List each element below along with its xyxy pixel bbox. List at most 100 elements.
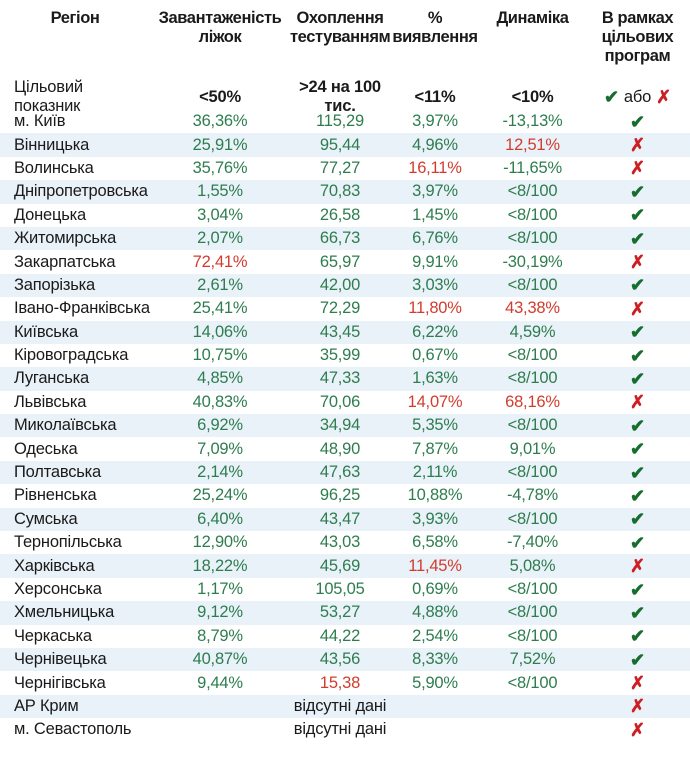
- table-row: Закарпатська 72,41% 65,97 9,91% -30,19% ✗: [0, 250, 690, 273]
- cell-beds: 8,79%: [197, 626, 243, 645]
- cell-program: ✗: [585, 557, 690, 575]
- cell-beds: 3,04%: [197, 205, 243, 224]
- region-name: Запорізька: [14, 275, 96, 294]
- region-name: Хмельницька: [14, 603, 115, 622]
- cell-detection: 3,97%: [412, 182, 458, 201]
- cell-program: ✔: [585, 206, 690, 224]
- table-row: Волинська 35,76% 77,27 16,11% -11,65% ✗: [0, 157, 690, 180]
- table-row: Київська 14,06% 43,45 6,22% 4,59% ✔: [0, 320, 690, 344]
- header-detection: % виявлення: [392, 9, 478, 46]
- cell-program: ✔: [585, 370, 690, 388]
- cross-icon: ✗: [630, 392, 645, 413]
- cell-program: ✗: [585, 697, 690, 715]
- cell-dynamics: <8/100: [507, 369, 558, 388]
- cell-program: ✔: [585, 581, 690, 599]
- region-name: м. Київ: [14, 112, 66, 131]
- cell-beds: 2,14%: [197, 463, 243, 482]
- cell-program: ✗: [585, 393, 690, 411]
- cell-beds: 9,44%: [197, 673, 243, 692]
- cell-program: ✗: [585, 300, 690, 318]
- cell-testing: 47,33: [319, 369, 361, 388]
- cell-dynamics: <8/100: [507, 626, 558, 645]
- check-icon: ✔: [630, 275, 645, 296]
- cell-beds: 25,41%: [192, 299, 248, 318]
- cell-detection: 6,76%: [412, 229, 458, 248]
- cell-testing: 35,99: [319, 346, 361, 365]
- check-icon: ✔: [630, 322, 645, 343]
- cell-detection: 4,88%: [412, 603, 458, 622]
- cell-detection: 3,93%: [412, 509, 458, 528]
- cross-icon: ✗: [630, 158, 645, 179]
- cross-icon: ✗: [656, 87, 671, 107]
- cell-detection: 2,11%: [412, 463, 458, 482]
- cell-testing: 43,45: [319, 322, 361, 341]
- check-icon: ✔: [630, 649, 645, 670]
- target-detection: <11%: [414, 87, 456, 106]
- region-name: Чернівецька: [14, 650, 107, 669]
- cell-detection: 1,45%: [412, 205, 458, 224]
- cell-detection: 3,03%: [412, 275, 458, 294]
- cell-testing: 43,47: [319, 509, 361, 528]
- cell-program: ✗: [585, 721, 690, 739]
- table-row: Харківська 18,22% 45,69 11,45% 5,08% ✗: [0, 554, 690, 578]
- cell-program: ✔: [585, 347, 690, 365]
- target-or-label: або: [623, 87, 652, 106]
- cell-beds: 10,75%: [192, 346, 248, 365]
- cell-beds: 7,09%: [197, 439, 243, 458]
- cell-dynamics: 43,38%: [505, 299, 560, 318]
- region-name: Миколаївська: [14, 416, 117, 435]
- region-name: Івано-Франківська: [14, 299, 150, 318]
- cell-testing: 72,29: [319, 299, 361, 318]
- cell-dynamics: <8/100: [507, 509, 558, 528]
- cell-program: ✔: [585, 627, 690, 645]
- cell-dynamics: <8/100: [507, 346, 558, 365]
- region-name: Львівська: [14, 392, 87, 411]
- cell-testing: 48,90: [319, 439, 361, 458]
- table-row: м. Севастополь відсутні дані ✗: [0, 718, 690, 741]
- check-icon: ✔: [630, 345, 645, 366]
- cell-dynamics: -13,13%: [502, 112, 563, 131]
- cell-detection: 5,35%: [412, 416, 458, 435]
- cell-detection: 16,11%: [408, 158, 462, 177]
- cell-testing: 70,06: [319, 392, 361, 411]
- cell-testing: 66,73: [319, 229, 361, 248]
- cell-dynamics: -7,40%: [506, 533, 559, 552]
- cell-program: ✔: [585, 464, 690, 482]
- cell-no-data: відсутні дані: [293, 696, 387, 715]
- check-icon: ✔: [630, 602, 645, 623]
- cell-beds: 4,85%: [197, 369, 243, 388]
- check-icon: ✔: [630, 485, 645, 506]
- region-name: Харківська: [14, 556, 95, 575]
- cell-beds: 18,22%: [192, 556, 248, 575]
- region-name: АР Крим: [14, 696, 79, 715]
- cell-beds: 2,61%: [197, 275, 243, 294]
- check-icon: ✔: [630, 626, 645, 647]
- check-icon: ✔: [630, 181, 645, 202]
- target-beds: <50%: [199, 87, 241, 106]
- header-testing: Охоплення тестуванням: [290, 9, 391, 46]
- check-icon: ✔: [630, 228, 645, 249]
- cell-program: ✗: [585, 136, 690, 154]
- cell-no-data: відсутні дані: [293, 720, 387, 739]
- cell-detection: 6,22%: [412, 322, 458, 341]
- region-name: Чернігівська: [14, 673, 106, 692]
- cell-beds: 40,83%: [192, 392, 248, 411]
- cell-beds: 35,76%: [192, 158, 248, 177]
- table-row: Чернівецька 40,87% 43,56 8,33% 7,52% ✔: [0, 647, 690, 672]
- table-row: Запорізька 2,61% 42,00 3,03% <8/100 ✔: [0, 273, 690, 298]
- cell-dynamics: <8/100: [507, 603, 558, 622]
- cell-detection: 10,88%: [407, 486, 463, 505]
- check-icon: ✔: [630, 111, 645, 132]
- region-name: Кіровоградська: [14, 346, 129, 365]
- table-row: Житомирська 2,07% 66,73 6,76% <8/100 ✔: [0, 226, 690, 251]
- cell-detection: 9,91%: [412, 252, 458, 271]
- cross-icon: ✗: [630, 673, 645, 694]
- check-icon: ✔: [630, 579, 645, 600]
- cell-testing: 43,03: [319, 533, 361, 552]
- cell-detection: 0,69%: [412, 580, 458, 598]
- target-testing: >24 на 100 тис.: [299, 78, 381, 115]
- cell-beds: 36,36%: [192, 112, 248, 131]
- cell-testing: 15,38: [319, 673, 361, 692]
- check-icon: ✔: [630, 509, 645, 530]
